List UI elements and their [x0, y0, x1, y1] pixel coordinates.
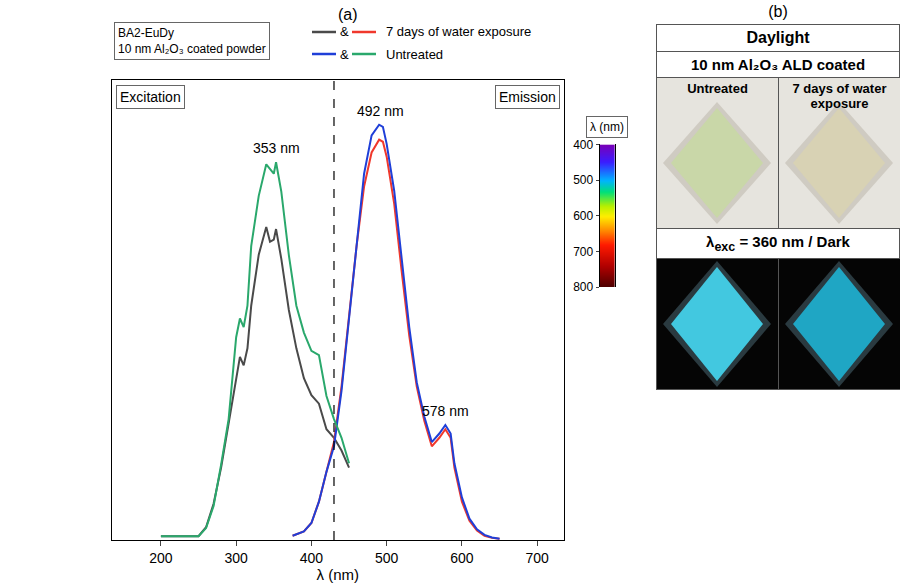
svg-text:7 days of water exposure: 7 days of water exposure: [386, 24, 531, 39]
html-text:λexc= 360 nm / Dark: λexc= 360 nm / Dark: [706, 233, 850, 254]
html-text:7 days of water exposure: 7 days of water exposure: [792, 81, 887, 111]
svg-text:&: &: [340, 24, 349, 39]
html-text:Daylight: Daylight: [746, 29, 810, 46]
svg-text:700: 700: [525, 550, 549, 566]
svg-text:492 nm: 492 nm: [357, 103, 404, 119]
svg-text:BA2-EuDy10 nm Al₂O₃ coated pow: BA2-EuDy10 nm Al₂O₃ coated powder: [118, 26, 266, 56]
html-text:10 nm Al₂O₃ ALD coated: 10 nm Al₂O₃ ALD coated: [690, 56, 866, 73]
svg-text:500: 500: [375, 550, 399, 566]
html-text:Untreated: Untreated: [687, 81, 748, 96]
html-text:(b): (b): [768, 3, 788, 20]
svg-text:500: 500: [573, 173, 593, 187]
svg-text:800: 800: [573, 280, 593, 294]
svg-text:&: &: [340, 47, 349, 62]
svg-text:600: 600: [573, 209, 593, 223]
svg-text:(a): (a): [338, 6, 358, 23]
svg-text:700: 700: [573, 245, 593, 259]
svg-text:353 nm: 353 nm: [253, 140, 300, 156]
svg-text:Excitation: Excitation: [120, 89, 181, 105]
svg-text:λ (nm): λ (nm): [590, 120, 624, 134]
svg-text:578 nm: 578 nm: [422, 403, 469, 419]
svg-text:Emission: Emission: [499, 89, 556, 105]
svg-text:300: 300: [224, 550, 248, 566]
svg-text:λ (nm): λ (nm): [317, 566, 360, 583]
svg-text:600: 600: [450, 550, 474, 566]
svg-text:400: 400: [300, 550, 324, 566]
svg-text:200: 200: [149, 550, 173, 566]
svg-text:Untreated: Untreated: [386, 47, 443, 62]
svg-text:400: 400: [573, 138, 593, 152]
